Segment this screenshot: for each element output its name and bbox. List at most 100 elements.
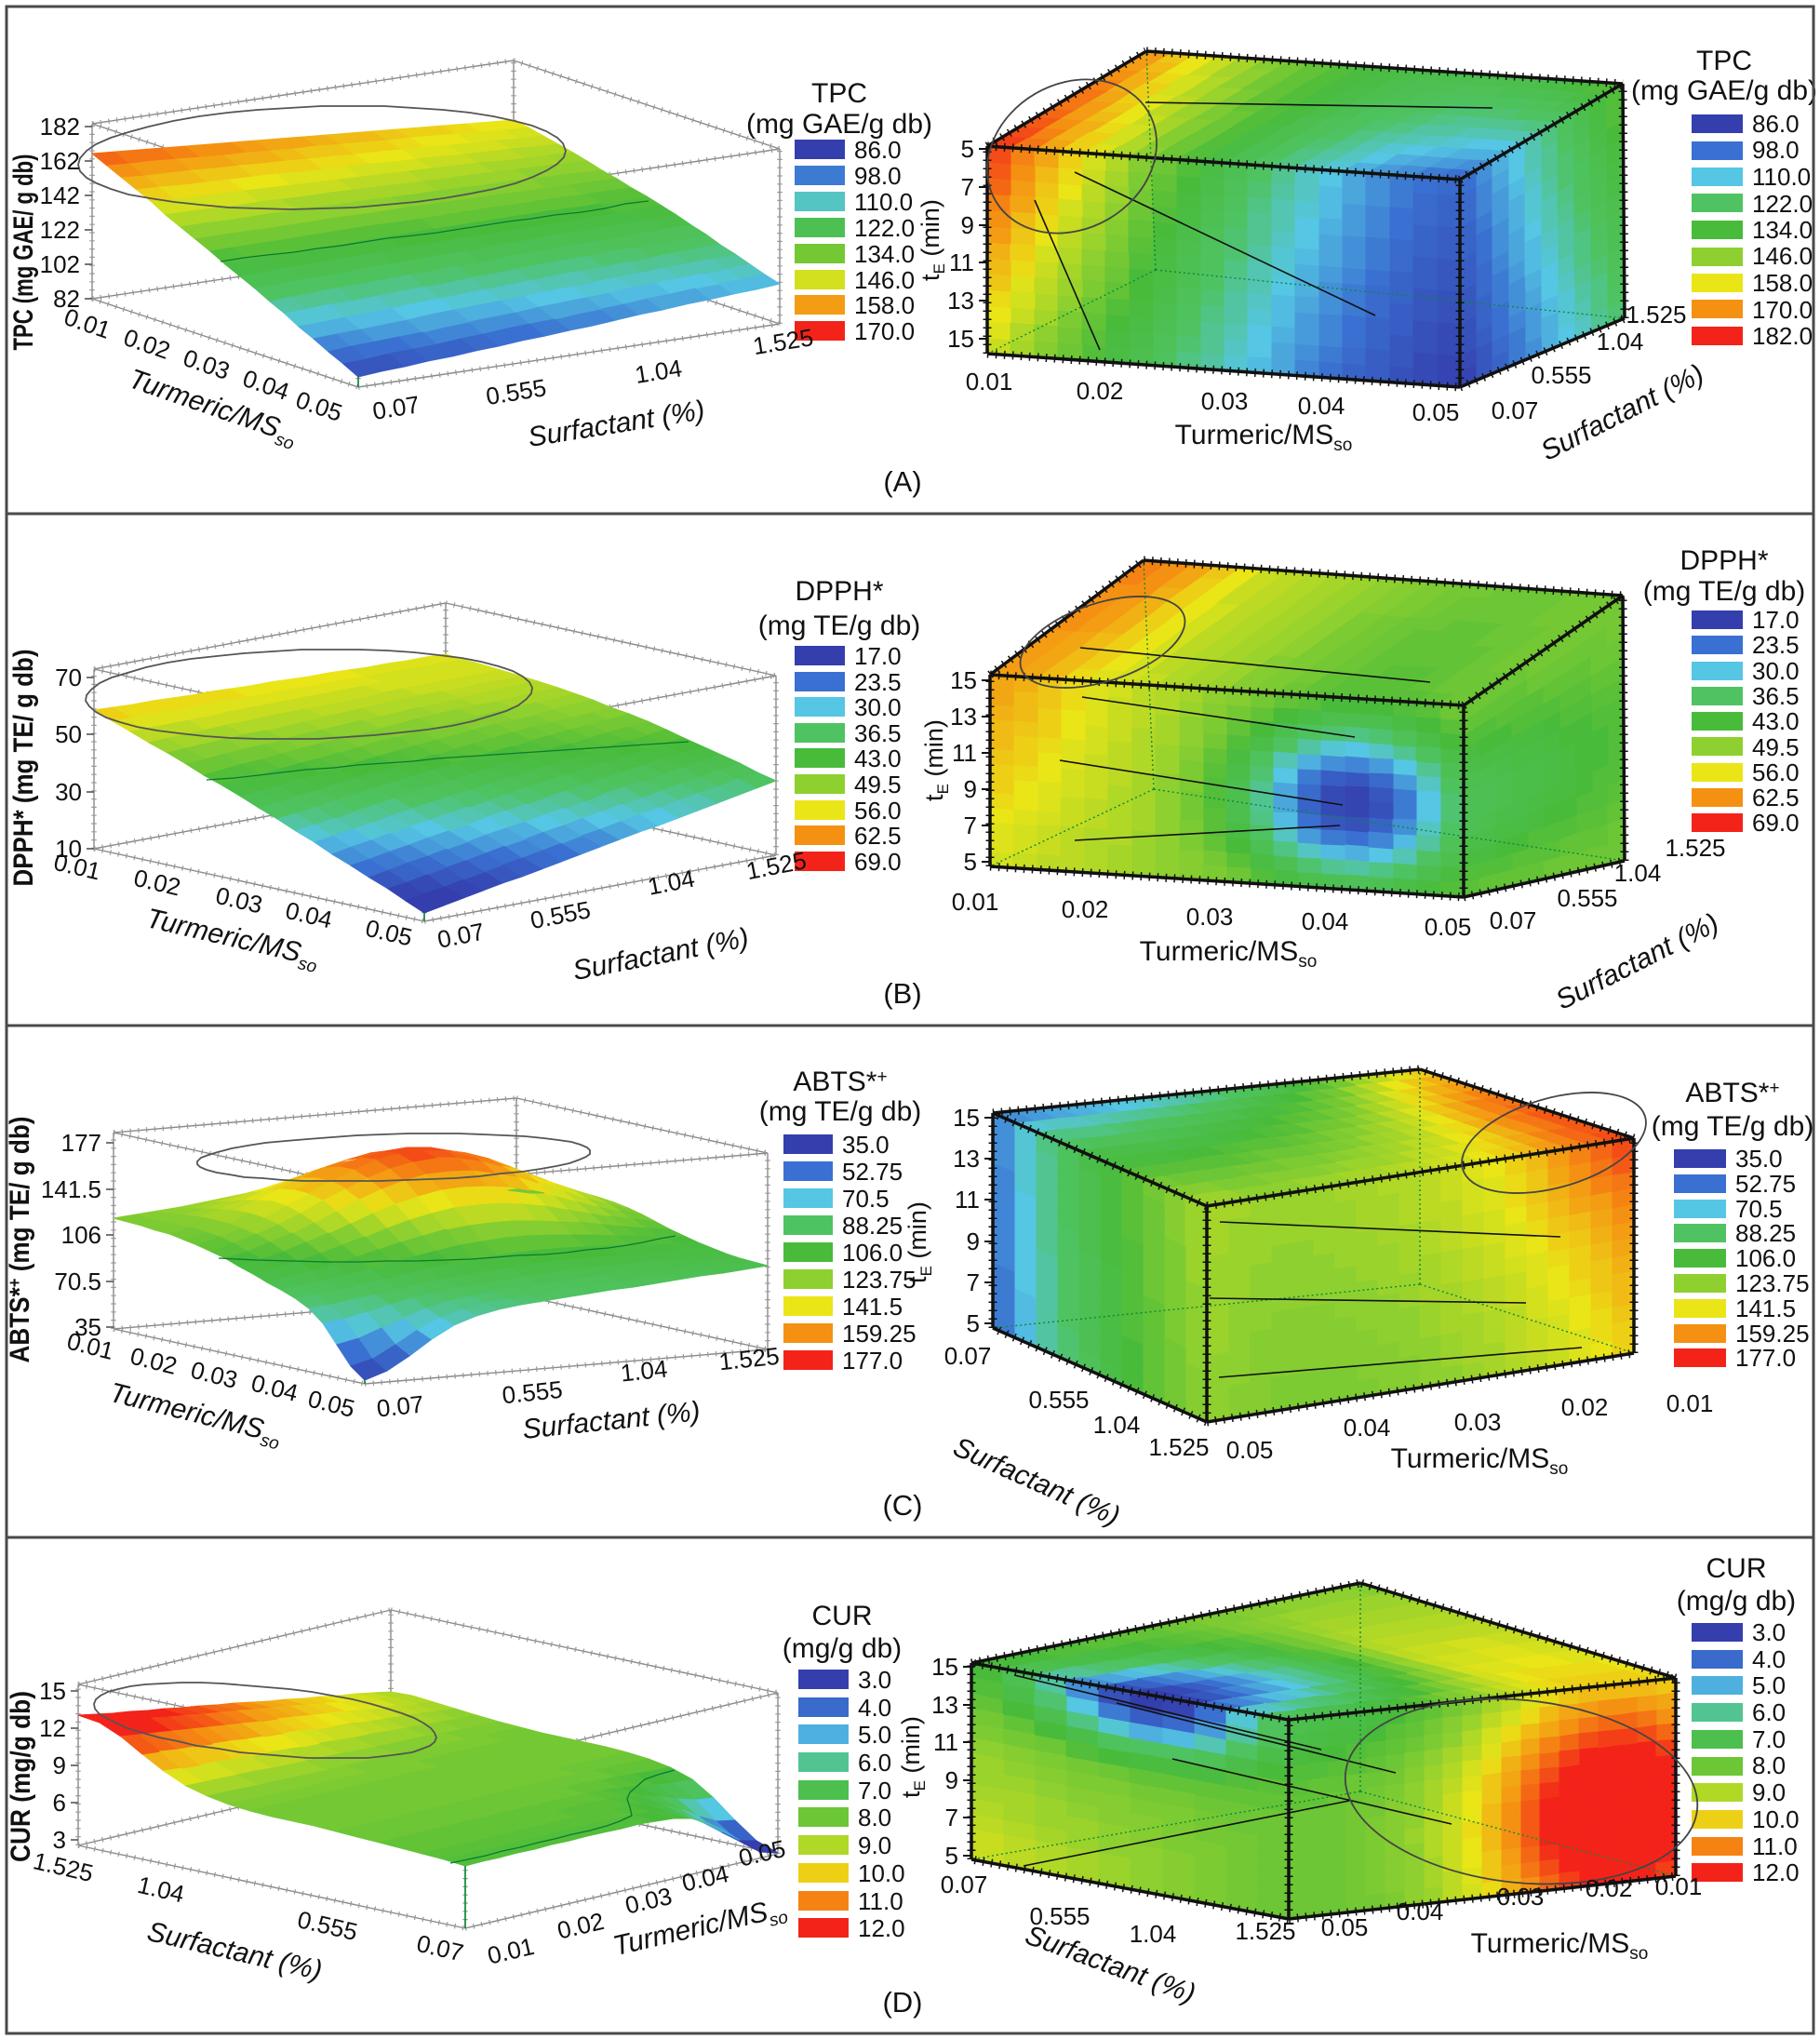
- svg-text:0.03: 0.03: [1186, 903, 1234, 931]
- svg-text:70.5: 70.5: [1735, 1195, 1783, 1223]
- svg-text:170.0: 170.0: [854, 317, 915, 345]
- svg-text:(mg TE/g db): (mg TE/g db): [758, 610, 921, 641]
- svg-text:(mg/g db): (mg/g db): [783, 1633, 902, 1664]
- svg-text:(C): (C): [882, 1489, 922, 1522]
- svg-text:10.0: 10.0: [858, 1859, 905, 1887]
- svg-text:30.0: 30.0: [854, 693, 902, 721]
- svg-text:141.5: 141.5: [1735, 1294, 1796, 1322]
- svg-text:9: 9: [967, 1227, 980, 1255]
- svg-text:10: 10: [55, 835, 82, 863]
- svg-text:15: 15: [947, 325, 974, 353]
- svg-text:0.03: 0.03: [1497, 1883, 1545, 1911]
- svg-text:DPPH*: DPPH*: [1679, 545, 1768, 576]
- svg-text:ABTS*+: ABTS*+: [793, 1066, 887, 1097]
- svg-text:0.03: 0.03: [1454, 1408, 1502, 1436]
- svg-text:CUR (mg/g db): CUR (mg/g db): [6, 1691, 36, 1862]
- svg-text:1.04: 1.04: [619, 1354, 668, 1387]
- svg-text:5: 5: [967, 1309, 980, 1337]
- svg-text:7: 7: [964, 812, 977, 839]
- svg-text:0.555: 0.555: [1557, 884, 1617, 912]
- svg-text:0.02: 0.02: [1586, 1874, 1633, 1902]
- svg-text:0.01: 0.01: [1655, 1872, 1703, 1900]
- svg-text:17.0: 17.0: [1752, 606, 1800, 634]
- svg-text:10.0: 10.0: [1752, 1805, 1800, 1833]
- svg-text:4.0: 4.0: [858, 1694, 891, 1722]
- svg-text:1.525: 1.525: [717, 1342, 781, 1376]
- svg-text:DPPH* (mg TE/ g db): DPPH* (mg TE/ g db): [8, 650, 39, 887]
- svg-text:5.0: 5.0: [1752, 1671, 1786, 1699]
- svg-text:Turmeric/MSso: Turmeric/MSso: [1391, 1443, 1569, 1479]
- svg-text:69.0: 69.0: [1752, 809, 1800, 837]
- svg-text:3.0: 3.0: [858, 1666, 891, 1694]
- svg-text:8.0: 8.0: [858, 1804, 891, 1831]
- svg-text:141.5: 141.5: [842, 1293, 903, 1321]
- svg-text:56.0: 56.0: [1752, 758, 1800, 786]
- svg-text:11: 11: [933, 1728, 958, 1756]
- svg-text:62.5: 62.5: [1752, 784, 1800, 812]
- svg-text:177.0: 177.0: [842, 1347, 903, 1375]
- svg-text:(A): (A): [883, 465, 921, 498]
- svg-text:0.07: 0.07: [375, 1389, 424, 1422]
- svg-text:12: 12: [39, 1714, 66, 1742]
- svg-text:134.0: 134.0: [1752, 216, 1813, 244]
- svg-text:49.5: 49.5: [854, 771, 902, 798]
- svg-text:146.0: 146.0: [854, 266, 915, 294]
- svg-text:0.555: 0.555: [501, 1375, 564, 1410]
- svg-text:8.0: 8.0: [1752, 1751, 1786, 1779]
- svg-text:9.0: 9.0: [858, 1831, 891, 1859]
- svg-text:tE (min): tE (min): [920, 719, 952, 801]
- svg-text:88.25: 88.25: [842, 1212, 903, 1240]
- svg-text:4.0: 4.0: [1752, 1645, 1786, 1673]
- svg-text:50: 50: [55, 720, 82, 748]
- svg-text:0.07: 0.07: [1490, 906, 1537, 934]
- svg-text:12.0: 12.0: [1752, 1858, 1800, 1886]
- svg-text:142: 142: [40, 181, 80, 209]
- svg-text:70: 70: [55, 664, 82, 691]
- svg-text:9: 9: [53, 1751, 66, 1779]
- svg-text:1.525: 1.525: [1148, 1433, 1209, 1461]
- svg-text:11.0: 11.0: [858, 1887, 903, 1915]
- svg-text:17.0: 17.0: [854, 642, 902, 670]
- svg-text:15: 15: [950, 666, 977, 694]
- svg-text:9.0: 9.0: [1752, 1778, 1786, 1806]
- svg-text:1.525: 1.525: [1235, 1917, 1295, 1945]
- svg-text:123.75: 123.75: [1735, 1269, 1810, 1297]
- svg-text:30: 30: [55, 778, 82, 806]
- svg-text:13: 13: [953, 1145, 980, 1173]
- svg-text:177: 177: [61, 1129, 101, 1157]
- svg-text:CUR: CUR: [812, 1601, 873, 1631]
- svg-text:0.07: 0.07: [944, 1342, 992, 1370]
- svg-text:(mg/g db): (mg/g db): [1677, 1586, 1796, 1616]
- svg-text:35.0: 35.0: [1735, 1145, 1783, 1173]
- svg-text:12.0: 12.0: [858, 1914, 905, 1942]
- svg-text:162: 162: [40, 147, 80, 175]
- svg-text:CUR: CUR: [1706, 1553, 1767, 1584]
- svg-text:158.0: 158.0: [1752, 269, 1813, 297]
- svg-text:15: 15: [39, 1677, 66, 1705]
- svg-text:70.5: 70.5: [842, 1185, 890, 1213]
- svg-text:98.0: 98.0: [1752, 136, 1800, 164]
- svg-text:tE (min): tE (min): [897, 1716, 929, 1798]
- svg-text:56.0: 56.0: [854, 797, 902, 825]
- svg-text:6: 6: [53, 1789, 66, 1817]
- svg-text:0.555: 0.555: [1028, 1386, 1089, 1414]
- svg-text:Turmeric/MSso: Turmeric/MSso: [1175, 420, 1353, 455]
- svg-text:182: 182: [40, 113, 80, 141]
- svg-text:15: 15: [953, 1104, 980, 1132]
- svg-text:0.03: 0.03: [1201, 387, 1249, 415]
- svg-text:159.25: 159.25: [1735, 1320, 1810, 1348]
- svg-text:122.0: 122.0: [854, 214, 915, 242]
- svg-text:(mg GAE/g db): (mg GAE/g db): [746, 109, 932, 140]
- svg-text:177.0: 177.0: [1735, 1344, 1796, 1372]
- svg-text:82: 82: [53, 285, 80, 313]
- svg-text:158.0: 158.0: [854, 291, 915, 319]
- svg-text:0.04: 0.04: [1344, 1414, 1391, 1442]
- svg-text:35: 35: [74, 1313, 101, 1341]
- svg-text:11: 11: [949, 248, 974, 276]
- svg-text:49.5: 49.5: [1752, 733, 1800, 761]
- svg-text:(mg TE/g db): (mg TE/g db): [759, 1096, 922, 1127]
- svg-text:TPC (mg GAE/ g db): TPC (mg GAE/ g db): [8, 154, 39, 351]
- svg-text:0.01: 0.01: [952, 888, 999, 916]
- svg-text:102: 102: [40, 250, 80, 278]
- svg-text:1.525: 1.525: [1626, 301, 1686, 329]
